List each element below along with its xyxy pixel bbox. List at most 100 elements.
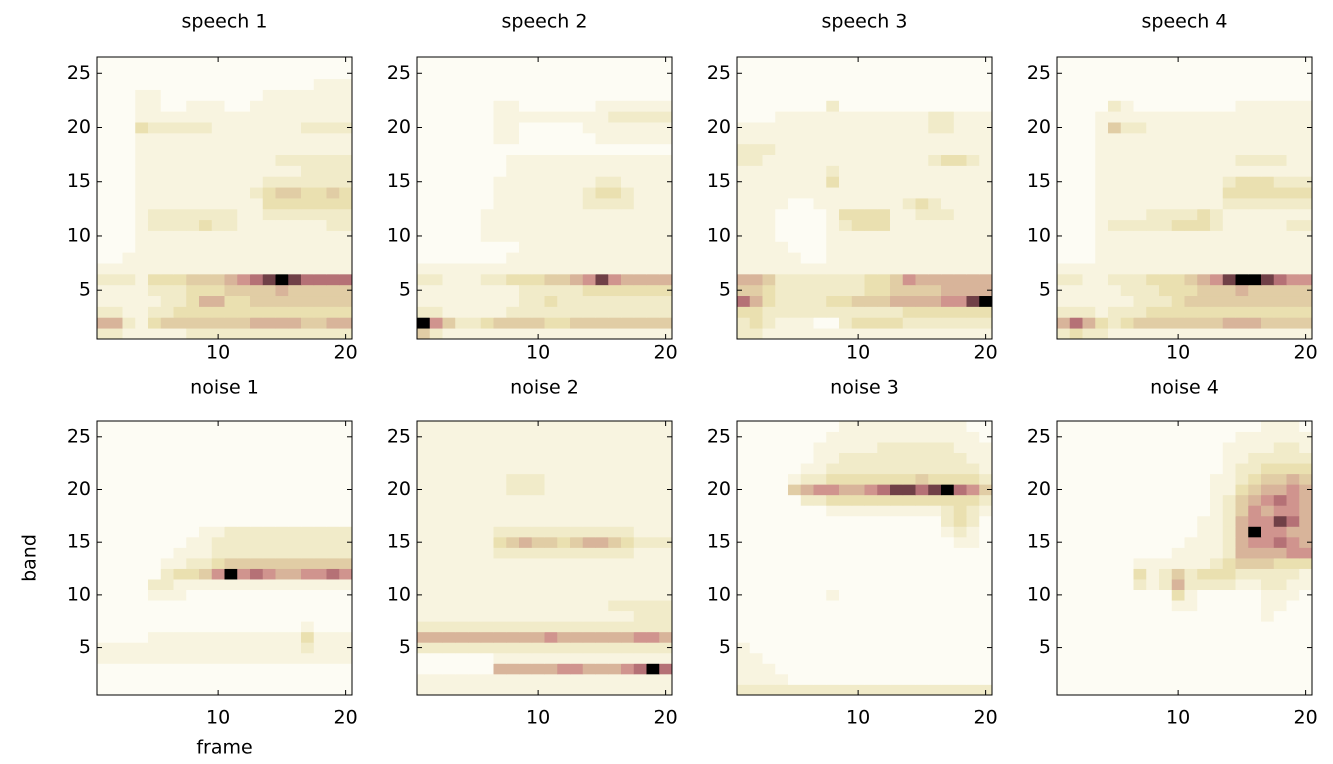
heatmap-cell — [212, 674, 225, 685]
heatmap-cell — [212, 187, 225, 198]
heatmap-cell — [110, 516, 123, 527]
heatmap-cell — [1070, 569, 1083, 580]
heatmap-cell — [174, 90, 187, 101]
heatmap-cell — [506, 674, 519, 685]
heatmap-cell — [519, 133, 532, 144]
heatmap-cell — [621, 663, 634, 674]
heatmap-cell — [1210, 600, 1223, 611]
heatmap-cell — [928, 432, 941, 443]
heatmap-cell — [570, 79, 583, 90]
heatmap-cell — [250, 100, 263, 111]
heatmap-cell — [455, 642, 468, 653]
heatmap-cell — [750, 684, 763, 695]
heatmap-cell — [865, 547, 878, 558]
heatmap-cell — [865, 684, 878, 695]
heatmap-cell — [775, 495, 788, 506]
heatmap-cell — [967, 198, 980, 209]
heatmap-cell — [1057, 241, 1070, 252]
heatmap-cell — [494, 165, 507, 176]
heatmap-cell — [1210, 621, 1223, 632]
heatmap-cell — [481, 165, 494, 176]
heatmap-cell — [314, 484, 327, 495]
heatmap-cell — [1057, 274, 1070, 285]
heatmap-cell — [212, 263, 225, 274]
heatmap-cell — [737, 684, 750, 695]
heatmap-cell — [468, 187, 481, 198]
heatmap-cell — [545, 100, 558, 111]
heatmap-cell — [583, 453, 596, 464]
heatmap-cell — [1210, 453, 1223, 464]
heatmap-cell — [608, 653, 621, 664]
heatmap-cell — [877, 495, 890, 506]
heatmap-cell — [314, 642, 327, 653]
heatmap-cell — [763, 187, 776, 198]
heatmap-cell — [199, 621, 212, 632]
heatmap-cell — [225, 306, 238, 317]
heatmap-cell — [506, 547, 519, 558]
heatmap-cell — [339, 144, 352, 155]
heatmap-cell — [788, 463, 801, 474]
heatmap-cell — [865, 632, 878, 643]
heatmap-cell — [212, 252, 225, 263]
heatmap-cell — [148, 209, 161, 220]
heatmap-cell — [123, 79, 136, 90]
heatmap-cell — [737, 241, 750, 252]
heatmap-cell — [455, 241, 468, 252]
heatmap-cell — [814, 632, 827, 643]
heatmap-cell — [1146, 328, 1159, 339]
heatmap-cell — [276, 68, 289, 79]
heatmap-cell — [494, 68, 507, 79]
heatmap-cell — [506, 684, 519, 695]
heatmap-cell — [506, 569, 519, 580]
heatmap-cell — [468, 621, 481, 632]
heatmap-cell — [186, 453, 199, 464]
heatmap-cell — [763, 274, 776, 285]
heatmap-cell — [979, 558, 992, 569]
heatmap-cell — [327, 328, 340, 339]
heatmap-cell — [161, 111, 174, 122]
heatmap-cell — [1197, 220, 1210, 231]
heatmap-cell — [1083, 296, 1096, 307]
heatmap-cell — [161, 684, 174, 695]
heatmap-cell — [532, 653, 545, 664]
heatmap-cell — [1134, 100, 1147, 111]
heatmap-cell — [1095, 198, 1108, 209]
heatmap-cell — [494, 176, 507, 187]
heatmap-cell — [557, 122, 570, 133]
heatmap-cell — [123, 296, 136, 307]
heatmap-cell — [263, 198, 276, 209]
heatmap-cell — [814, 263, 827, 274]
heatmap-cell — [468, 165, 481, 176]
heatmap-cell — [941, 187, 954, 198]
heatmap-cell — [1223, 516, 1236, 527]
heatmap-cell — [890, 663, 903, 674]
heatmap-cell — [276, 432, 289, 443]
heatmap-cell — [199, 155, 212, 166]
heatmap-cell — [174, 611, 187, 622]
heatmap-cell — [557, 537, 570, 548]
heatmap-cell — [1095, 57, 1108, 68]
heatmap-cell — [97, 165, 110, 176]
heatmap-cell — [1299, 558, 1312, 569]
heatmap-cell — [519, 611, 532, 622]
heatmap-cell — [327, 684, 340, 695]
heatmap-cell — [1287, 547, 1300, 558]
heatmap-cell — [557, 187, 570, 198]
heatmap-cell — [481, 231, 494, 242]
heatmap-cell — [199, 558, 212, 569]
heatmap-cell — [225, 111, 238, 122]
heatmap-cell — [1185, 317, 1198, 328]
heatmap-cell — [1108, 165, 1121, 176]
heatmap-cell — [1121, 90, 1134, 101]
heatmap-cell — [801, 57, 814, 68]
heatmap-cell — [608, 68, 621, 79]
heatmap-cell — [801, 220, 814, 231]
heatmap-cell — [1261, 526, 1274, 537]
heatmap-cell — [596, 328, 609, 339]
heatmap-cell — [979, 579, 992, 590]
heatmap-cell — [455, 133, 468, 144]
heatmap-cell — [890, 632, 903, 643]
heatmap-cell — [1083, 558, 1096, 569]
heatmap-cell — [199, 165, 212, 176]
